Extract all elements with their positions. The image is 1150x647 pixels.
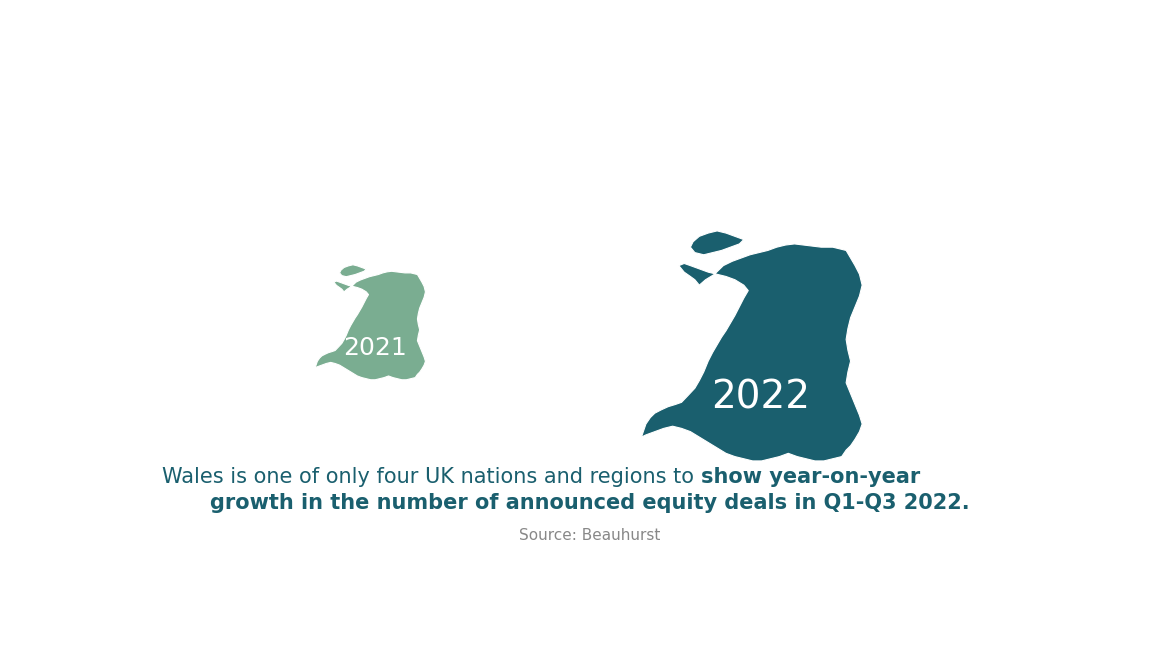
Polygon shape [315, 271, 426, 380]
Text: Wales is one of only four UK nations and regions to: Wales is one of only four UK nations and… [144, 566, 682, 586]
Text: Wales is one of only four UK nations and regions to show year-on-year: Wales is one of only four UK nations and… [223, 467, 956, 487]
Polygon shape [339, 265, 367, 277]
Polygon shape [690, 231, 744, 255]
Text: show year-on-year: show year-on-year [700, 467, 920, 487]
Text: 2022: 2022 [711, 378, 810, 416]
Text: Source: Beauhurst: Source: Beauhurst [519, 529, 660, 543]
Polygon shape [642, 244, 862, 461]
Text: Wales is one of only four UK nations and regions to: Wales is one of only four UK nations and… [162, 467, 700, 487]
Text: 2021: 2021 [343, 336, 406, 360]
Text: growth in the number of announced equity deals in Q1-Q3 2022.: growth in the number of announced equity… [209, 492, 969, 512]
